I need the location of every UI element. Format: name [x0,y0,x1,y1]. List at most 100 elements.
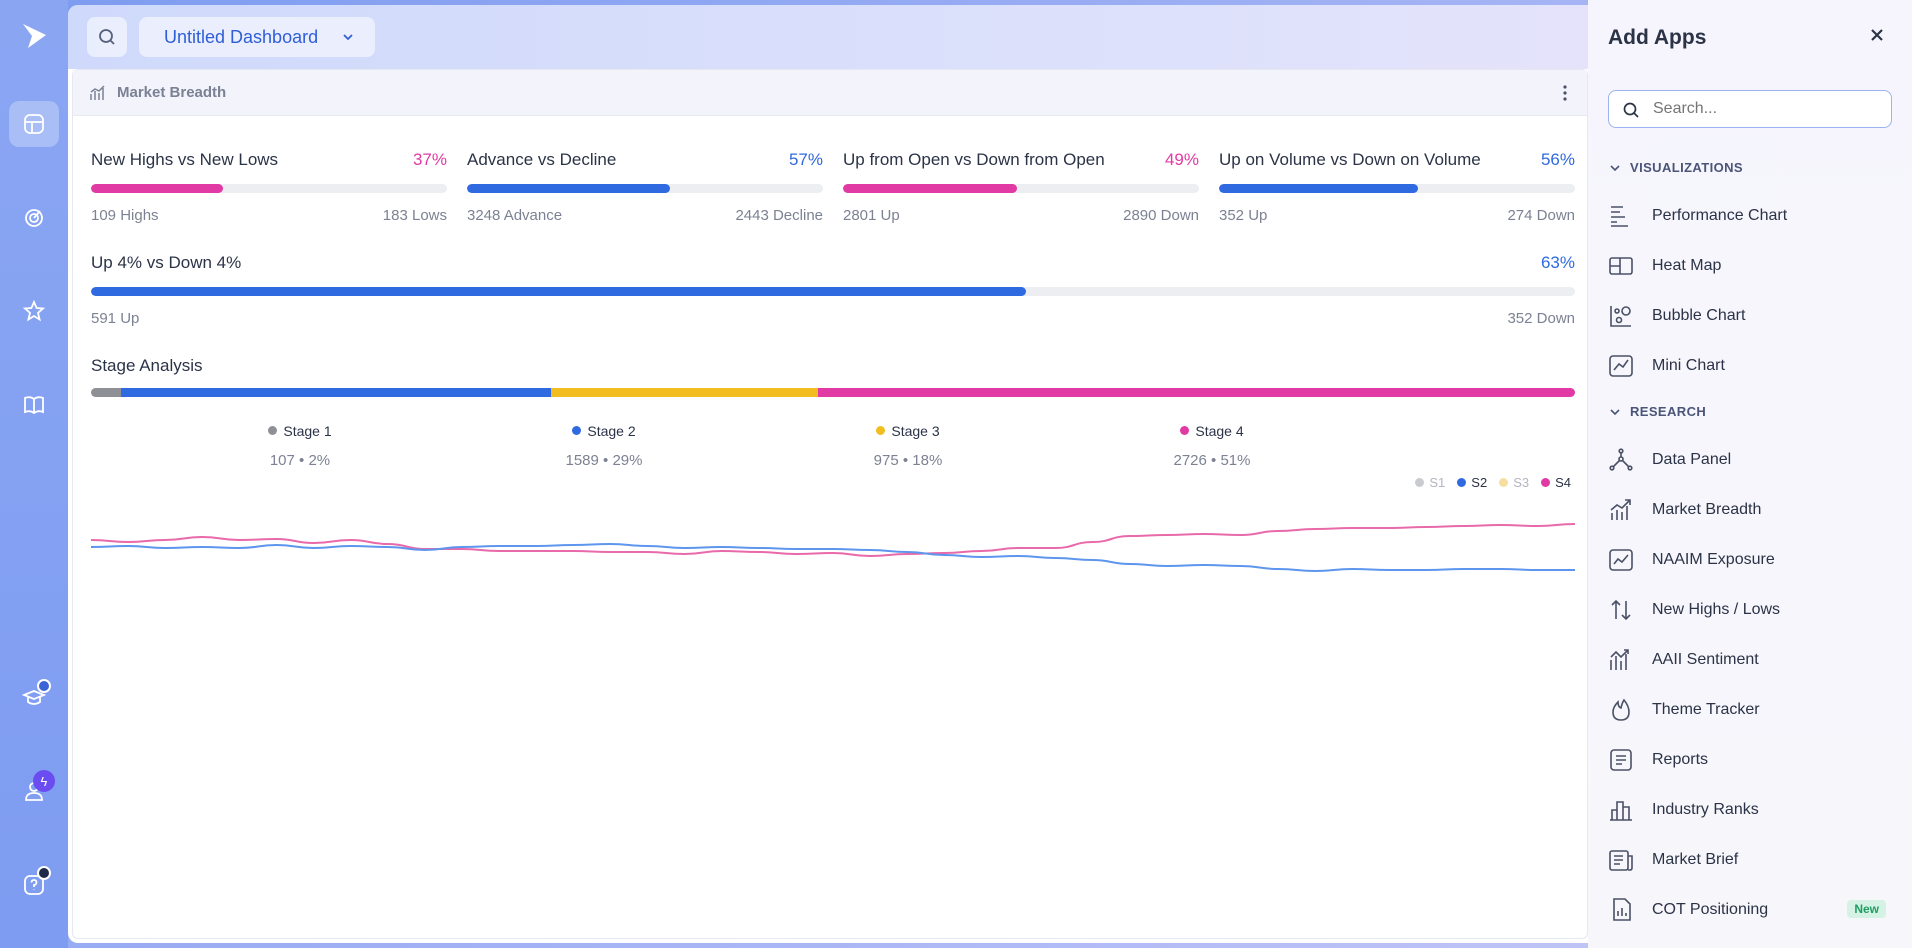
library-nav-button[interactable] [9,382,59,428]
app-item-cot-positioning[interactable]: COT Positioning New [1608,890,1898,930]
radar-nav-button[interactable] [9,194,59,240]
metric-label: New Highs vs New Lows [91,150,279,169]
breadth-metric: Up from Open vs Down from Open 49% 2801 Up… [843,150,1199,224]
close-icon[interactable] [1870,28,1884,42]
app-item-data-panel[interactable]: Data Panel [1608,440,1898,480]
stage-value: 1589 • 29% [565,452,643,469]
dashboards-nav-button[interactable] [9,101,59,147]
wide-metric: Up 4% vs Down 4% 63% 591 Up 352 Down [91,253,1575,327]
app-item-label: Market Brief [1652,851,1739,868]
section-header[interactable]: RESEARCH [1610,404,1706,419]
app-item-market-brief[interactable]: Market Brief [1608,840,1898,880]
metric-bar [91,184,447,193]
help-icon [24,875,44,895]
favorites-nav-button[interactable] [9,288,59,334]
chart-legend-item[interactable]: S1 [1415,475,1445,490]
metric-right-count: 352 Down [1507,310,1575,327]
dashboard-name: Untitled Dashboard [164,26,319,47]
app-item-aaii-sentiment[interactable]: AAII Sentiment [1608,640,1898,680]
section-header[interactable]: VISUALIZATIONS [1610,160,1743,175]
stage-label: Stage 2 [587,422,636,439]
legend-label: S2 [1471,475,1488,490]
panel-header: Market Breadth [73,70,1587,116]
app-item-market-breadth[interactable]: Market Breadth [1608,490,1898,530]
stage-name: Stage 2 [572,422,636,439]
bubble-chart-icon [1610,306,1631,327]
stage-label: Stage 3 [891,422,940,439]
account-nav-button[interactable]: ϟ [9,768,59,814]
chevron-down-icon [1610,164,1620,171]
chart-legend: S1 S2 S3 S4 [1415,475,1571,490]
market-breadth-panel: Market Breadth New Highs vs New Lows 37% 1… [72,69,1588,939]
star-icon [22,299,46,322]
app-item-label: Bubble Chart [1652,307,1746,324]
more-options-icon[interactable] [1557,84,1573,102]
metric-header: Advance vs Decline 57% [467,150,823,170]
dashboard-icon [24,114,44,134]
app-item-industry-ranks[interactable]: Industry Ranks [1608,790,1898,830]
metric-bar-fill [1219,184,1419,193]
drawer-title: Add Apps [1608,26,1707,49]
app-item-label: NAAIM Exposure [1652,551,1775,568]
apps-search-field[interactable] [1608,90,1892,128]
stage-legend-item: Stage 1 107 • 2% [200,422,400,469]
legend-dot-icon [1541,478,1551,487]
chart-legend-item[interactable]: S4 [1541,475,1571,490]
chart-legend-item[interactable]: S2 [1457,475,1487,490]
metric-bar-fill [91,287,1026,296]
dashboard-selector[interactable]: Untitled Dashboard [139,17,375,57]
book-icon [24,396,44,415]
stage-label: Stage 1 [283,422,332,439]
metric-percent: 37% [412,150,447,169]
metric-label: Advance vs Decline [467,150,617,169]
legend-dot-icon [1457,478,1467,487]
market-brief-icon [1609,850,1633,871]
stage-legend-item: Stage 4 2726 • 51% [1112,422,1312,470]
app-item-mini-chart[interactable]: Mini Chart [1608,346,1898,386]
stage-name: Stage 1 [268,422,332,439]
metric-percent: 57% [788,150,823,169]
stage-name: Stage 4 [1180,422,1244,439]
metric-label: Up on Volume vs Down on Volume [1219,150,1481,169]
apps-search-input[interactable] [1653,100,1873,118]
breadth-metric: Up on Volume vs Down on Volume 56% 352 Up 2… [1219,150,1575,224]
app-item-performance-chart[interactable]: Performance Chart [1608,196,1898,236]
notification-dot [37,866,51,880]
search-icon [99,29,115,45]
app-item-naaim-exposure[interactable]: NAAIM Exposure [1608,540,1898,580]
metric-bar [91,287,1575,296]
chart-legend-item[interactable]: S3 [1499,475,1529,490]
app-item-new-highs-lows[interactable]: New Highs / Lows [1608,590,1898,630]
app-item-label: Theme Tracker [1652,701,1760,718]
learn-nav-button[interactable] [9,675,59,721]
stage-value: 975 • 18% [873,452,943,469]
stage-value: 2726 • 51% [1173,452,1251,469]
help-nav-button[interactable] [9,862,59,908]
stage-label: Stage 4 [1195,422,1244,439]
app-item-bubble-chart[interactable]: Bubble Chart [1608,296,1898,336]
metric-header: Up from Open vs Down from Open 49% [843,150,1199,170]
stage-bar-segment [91,388,121,397]
breadth-metric: New Highs vs New Lows 37% 109 Highs 183 Low… [91,150,447,224]
aaii-sentiment-icon [1610,649,1629,670]
metric-bar-fill [843,184,1018,193]
metric-percent: 49% [1164,150,1199,169]
series-line-s4 [91,524,1575,556]
app-item-heat-map[interactable]: Heat Map [1608,246,1898,286]
stage-bar-segment [120,388,552,397]
app-item-label: Mini Chart [1652,357,1725,374]
add-apps-drawer: Add Apps VISUALIZATIONS Performance Chart… [1588,0,1912,948]
metric-bar-fill [91,184,223,193]
legend-label: S1 [1429,475,1446,490]
stage-distribution-bar [91,388,1575,397]
app-item-label: Performance Chart [1652,207,1788,224]
chevron-down-icon [1610,408,1620,415]
section-label: VISUALIZATIONS [1630,160,1743,175]
global-search-button[interactable] [87,17,127,57]
app-item-reports[interactable]: Reports [1608,740,1898,780]
app-item-label: Heat Map [1652,257,1722,274]
metric-right-count: 2890 Down [1123,207,1199,224]
app-item-theme-tracker[interactable]: Theme Tracker [1608,690,1898,730]
app-logo-icon[interactable] [20,22,48,50]
stage-bar-segment [551,388,819,397]
